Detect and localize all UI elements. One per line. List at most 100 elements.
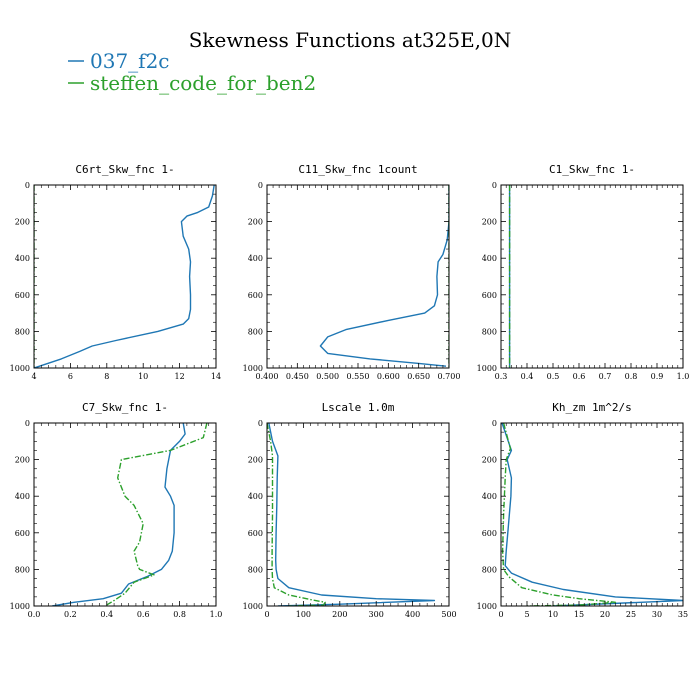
- x-tick-label: 15: [574, 610, 584, 619]
- y-tick-label: 600: [482, 291, 497, 300]
- x-tick-label: 1.0: [677, 372, 690, 381]
- x-tick-label: 6: [68, 372, 73, 381]
- x-tick-label: 5: [524, 610, 529, 619]
- subplot-3: C7_Skw_fnc 1- 0.0 0.2 0.4 0.6 0.8 1.0 0 200 400 60…: [10, 401, 223, 619]
- x-tick-label: 0.550: [347, 372, 370, 381]
- x-tick-label: 400: [405, 610, 420, 619]
- series-group: [267, 423, 436, 606]
- subplot-title: C1_Skw_fnc 1-: [549, 163, 635, 176]
- y-tick-label: 1000: [477, 364, 497, 373]
- y-tick-label: 1000: [243, 364, 263, 373]
- x-tick-label: 0.5: [547, 372, 560, 381]
- series-line-0: [268, 423, 436, 606]
- y-tick-label: 800: [482, 565, 497, 574]
- x-tick-label: 0.600: [377, 372, 400, 381]
- y-tick-label: 200: [15, 218, 30, 227]
- y-tick-label: 200: [482, 218, 497, 227]
- y-tick-label: 0: [25, 419, 30, 428]
- y-tick-label: 0: [492, 181, 497, 190]
- subplot-2: C1_Skw_fnc 1- 0.3 0.4 0.5 0.6 0.7 0.8 0.9 1.0 0 20…: [477, 163, 690, 381]
- x-tick-label: 0.700: [438, 372, 461, 381]
- x-tick-label: 4: [31, 372, 36, 381]
- x-tick-label: 25: [626, 610, 636, 619]
- x-tick-label: 12: [175, 372, 185, 381]
- y-tick-label: 1000: [10, 602, 30, 611]
- x-tick-label: 10: [548, 610, 558, 619]
- x-tick-label: 35: [678, 610, 688, 619]
- y-tick-label: 600: [248, 529, 263, 538]
- x-tick-label: 300: [369, 610, 384, 619]
- y-tick-label: 800: [15, 327, 30, 336]
- series-line-0: [34, 185, 215, 368]
- x-tick-label: 200: [332, 610, 347, 619]
- subplot-title: C6rt_Skw_fnc 1-: [75, 163, 174, 176]
- figure-title: Skewness Functions at325E,0N: [189, 28, 512, 52]
- series-line-1: [104, 423, 208, 606]
- y-tick-label: 600: [15, 291, 30, 300]
- subplot-title: C11_Skw_fnc 1count: [298, 163, 417, 176]
- series-line-1: [267, 423, 326, 606]
- x-tick-label: 0.4: [521, 372, 534, 381]
- series-line-0: [319, 185, 449, 367]
- y-tick-label: 1000: [10, 364, 30, 373]
- y-tick-label: 800: [248, 565, 263, 574]
- y-tick-label: 200: [248, 456, 263, 465]
- x-tick-label: 0.650: [407, 372, 430, 381]
- series-group: [52, 423, 208, 606]
- y-tick-label: 200: [248, 218, 263, 227]
- y-tick-label: 400: [248, 492, 263, 501]
- x-tick-label: 500: [441, 610, 456, 619]
- x-tick-label: 0.400: [256, 372, 279, 381]
- series-line-1: [501, 423, 617, 606]
- series-group: [34, 185, 215, 368]
- y-tick-label: 400: [15, 492, 30, 501]
- x-tick-label: 0.0: [28, 610, 41, 619]
- y-tick-label: 0: [258, 181, 263, 190]
- x-tick-label: 0.8: [625, 372, 638, 381]
- x-tick-label: 0.500: [316, 372, 339, 381]
- subplot-title: C7_Skw_fnc 1-: [82, 401, 168, 414]
- x-tick-label: 8: [104, 372, 109, 381]
- y-tick-label: 600: [482, 529, 497, 538]
- x-tick-label: 0.9: [651, 372, 664, 381]
- subplot-grid: C6rt_Skw_fnc 1-4 6 8 10 12 140200400600800100…: [10, 163, 690, 619]
- subplot-0: C6rt_Skw_fnc 1- 4 6 8 10 12 14 0 200 400 600 800 100…: [10, 163, 221, 381]
- x-tick-label: 0.8: [173, 610, 186, 619]
- legend-label-1: steffen_code_for_ben2: [90, 71, 316, 95]
- x-tick-label: 0.450: [286, 372, 309, 381]
- x-tick-label: 0.6: [137, 610, 150, 619]
- y-tick-label: 800: [482, 327, 497, 336]
- y-tick-label: 800: [248, 327, 263, 336]
- y-tick-label: 1000: [243, 602, 263, 611]
- series-group: [319, 185, 449, 368]
- y-tick-label: 800: [15, 565, 30, 574]
- y-tick-label: 0: [25, 181, 30, 190]
- x-tick-label: 1.0: [210, 610, 223, 619]
- legend-label-0: 037_f2c: [90, 49, 170, 73]
- x-tick-label: 0.2: [64, 610, 77, 619]
- subplot-title: Lscale 1.0m: [322, 401, 395, 414]
- x-tick-label: 0: [264, 610, 269, 619]
- x-tick-label: 0.7: [599, 372, 612, 381]
- x-tick-label: 0.6: [573, 372, 586, 381]
- subplot-1: C11_Skw_fnc 1count 0.400 0.450 0.500 0.550 0.…: [243, 163, 461, 381]
- y-tick-label: 400: [15, 254, 30, 263]
- y-tick-label: 1000: [477, 602, 497, 611]
- series-line-0: [501, 423, 683, 606]
- y-tick-label: 400: [248, 254, 263, 263]
- y-tick-label: 200: [482, 456, 497, 465]
- y-tick-label: 600: [248, 291, 263, 300]
- y-tick-label: 400: [482, 254, 497, 263]
- legend: 037_f2c steffen_code_for_ben2: [68, 49, 316, 95]
- x-tick-label: 30: [652, 610, 662, 619]
- y-tick-label: 400: [482, 492, 497, 501]
- x-tick-label: 20: [600, 610, 610, 619]
- subplot-5: Kh_zm 1m^2/s 0 5 10 15 20 25 30 35 0 200 400 600 800 1…: [477, 401, 688, 619]
- y-tick-label: 600: [15, 529, 30, 538]
- x-tick-label: 0.4: [100, 610, 113, 619]
- series-group: [501, 423, 683, 606]
- x-tick-label: 10: [138, 372, 148, 381]
- series-line-0: [52, 423, 186, 606]
